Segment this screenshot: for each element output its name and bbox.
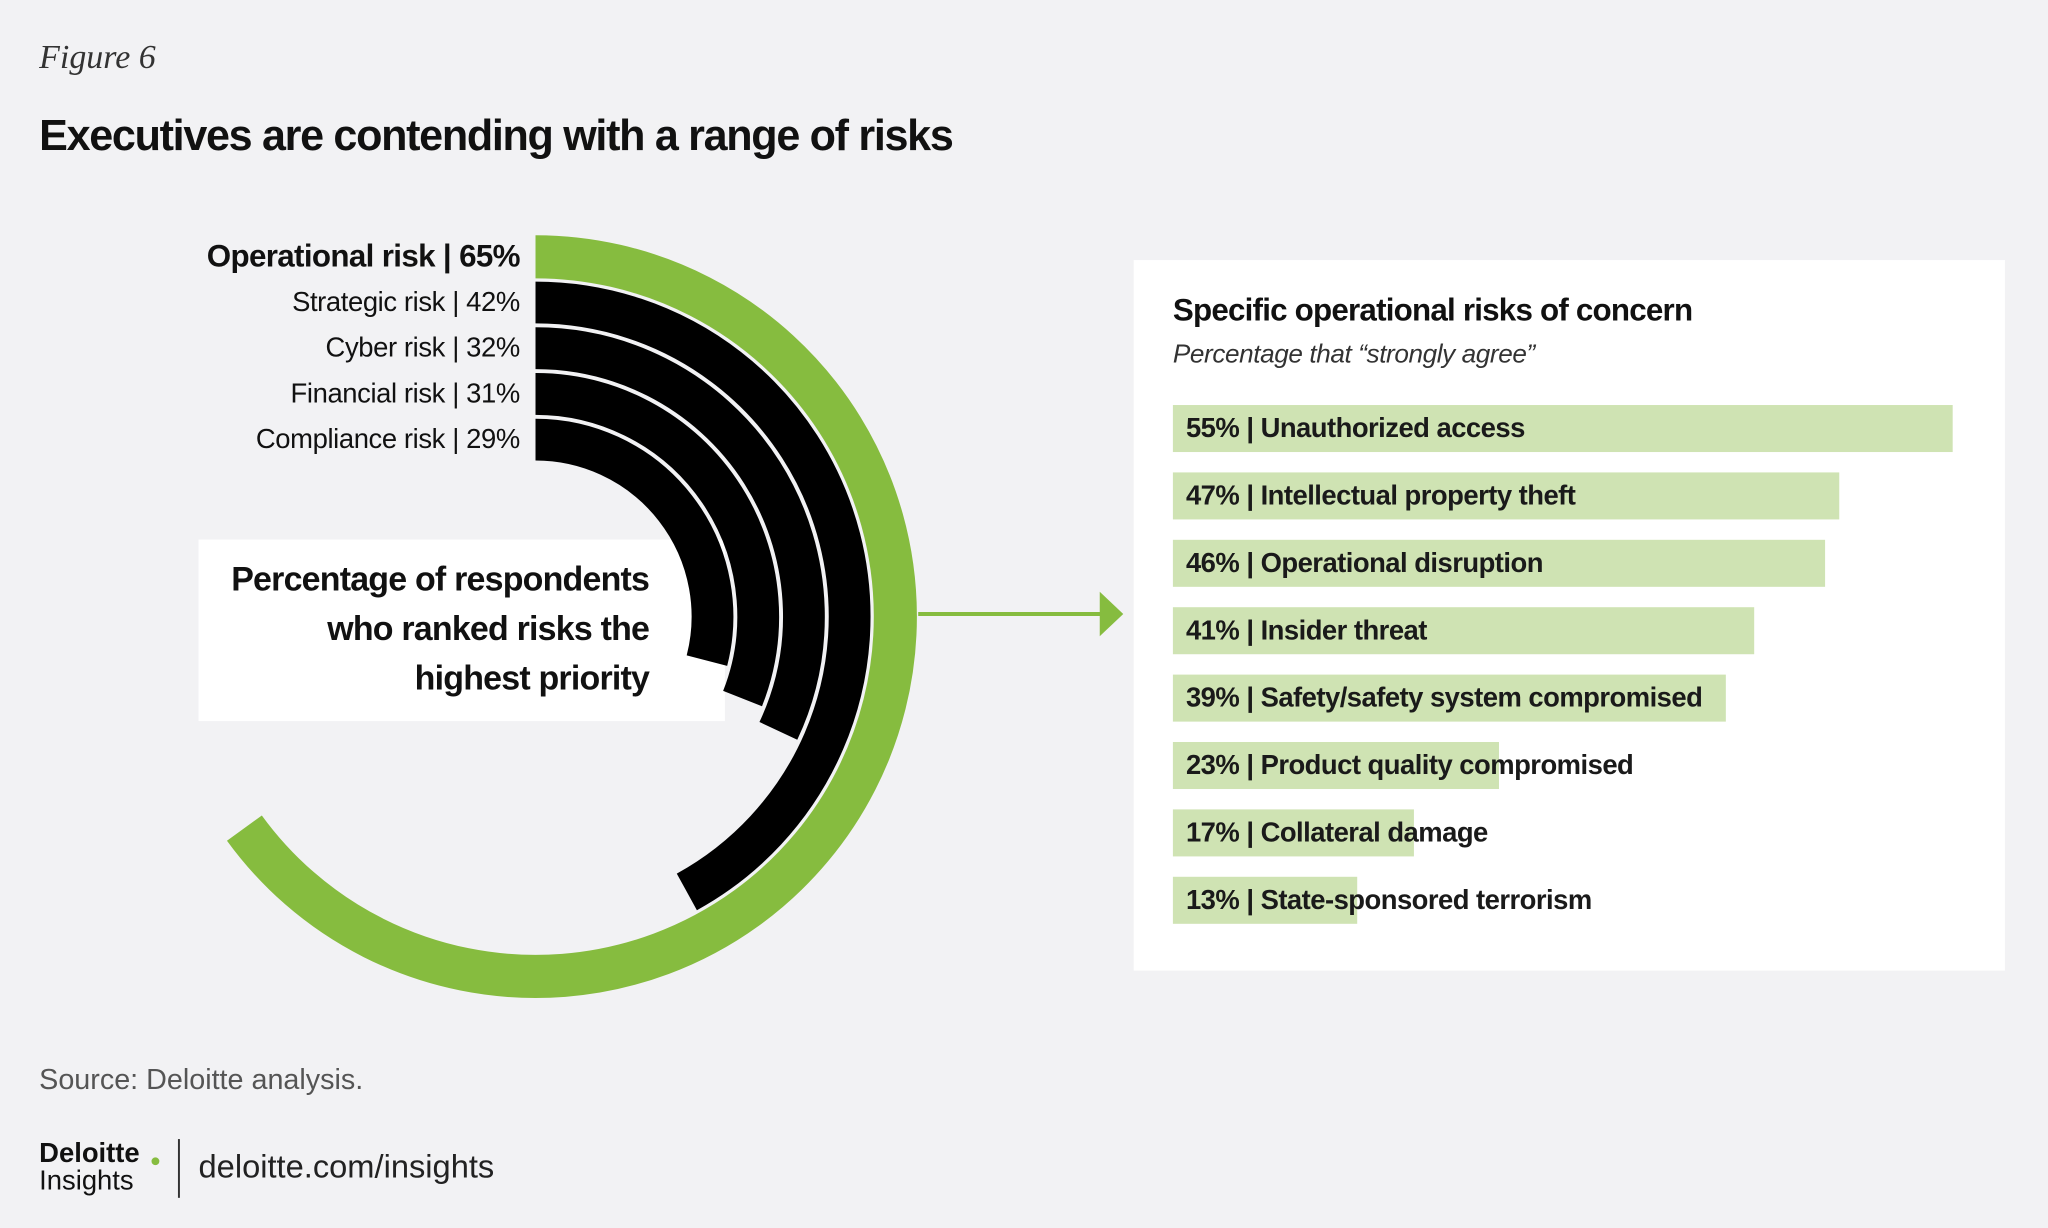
bar — [1172, 539, 1826, 587]
bar — [1172, 742, 1499, 790]
url: deloitte.com/insights — [199, 1148, 495, 1185]
bar-label: Operational risk | 65% — [207, 238, 521, 273]
bar-label: 39% | Safety/safety system compromised — [1186, 682, 1702, 713]
annotation: Percentage of respondents — [231, 560, 649, 598]
arrow-head — [1099, 591, 1124, 637]
bar-label: 46% | Operational disruption — [1186, 547, 1543, 578]
source: Source: Deloitte analysis. — [39, 1064, 363, 1096]
bar-label: 13% | State-sponsored terrorism — [1186, 884, 1592, 915]
radial-bar — [535, 418, 734, 666]
bar-label: 55% | Unauthorized access — [1186, 412, 1525, 443]
chart-title: Executives are contending with a range o… — [39, 112, 953, 160]
bar-label: 41% | Insider threat — [1186, 614, 1427, 645]
radial-bar — [535, 373, 780, 707]
radial-bar — [535, 281, 871, 911]
bar-label: 17% | Collateral damage — [1186, 816, 1488, 847]
bar — [1172, 472, 1840, 520]
annotation: who ranked risks the — [326, 610, 649, 648]
bar-label: Financial risk | 31% — [291, 377, 520, 408]
annotation-box — [198, 539, 725, 722]
bar — [1172, 607, 1755, 655]
radial-bar — [535, 327, 825, 740]
logo-dot — [151, 1157, 160, 1166]
bar-label: 47% | Intellectual property theft — [1186, 479, 1576, 510]
panel-title: Specific operational risks of concern — [1173, 293, 1692, 328]
logo-brand: Deloitte — [39, 1137, 140, 1168]
bar-label: Compliance risk | 29% — [256, 423, 520, 454]
bar-label: Strategic risk | 42% — [292, 286, 520, 317]
bar — [1172, 674, 1726, 722]
bar-label: Cyber risk | 32% — [326, 332, 520, 363]
bar — [1172, 809, 1414, 857]
radial-bar — [226, 235, 917, 998]
bar-label: 23% | Product quality compromised — [1186, 749, 1633, 780]
annotation: highest priority — [415, 660, 650, 698]
bar — [1172, 405, 1953, 453]
panel-subtitle: Percentage that “strongly agree” — [1173, 338, 1537, 368]
bar — [1172, 876, 1358, 924]
logo-sub: Insights — [39, 1164, 133, 1195]
figure-label: Figure 6 — [38, 39, 156, 76]
